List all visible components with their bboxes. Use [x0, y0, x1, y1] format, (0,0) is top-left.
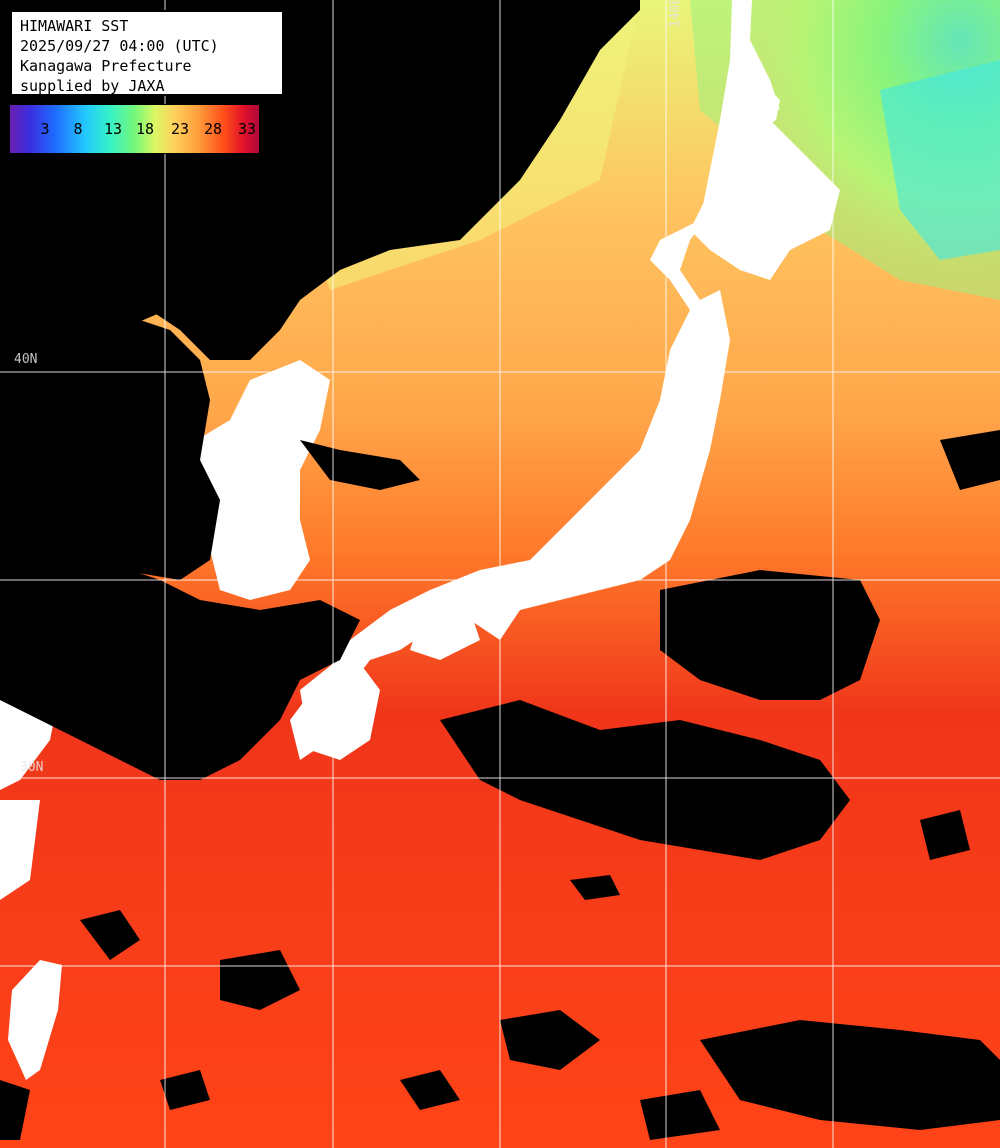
lat-40-label: 40N [14, 352, 38, 367]
product-title: HIMAWARI SST [20, 17, 129, 35]
legend-tick: 18 [135, 120, 155, 138]
observation-datetime: 2025/09/27 04:00 (UTC) [20, 37, 219, 55]
legend-tick: 3 [40, 120, 50, 138]
data-credit: supplied by JAXA [20, 77, 165, 95]
legend-colorbar: 3 8 13 18 23 28 33 [9, 104, 260, 154]
legend-tick: 28 [203, 120, 223, 138]
korea-land [180, 360, 330, 600]
legend-tick: 8 [73, 120, 83, 138]
info-box: HIMAWARI SST 2025/09/27 04:00 (UTC) Kana… [10, 10, 284, 96]
legend-tick: 13 [103, 120, 123, 138]
taiwan-land [8, 960, 62, 1080]
cold-water [880, 60, 1000, 260]
legend-tick: 23 [170, 120, 190, 138]
region-name: Kanagawa Prefecture [20, 57, 192, 75]
legend-tick: 33 [237, 120, 257, 138]
lon-140-label: 140E [668, 0, 683, 28]
lat-30-label: 30N [20, 760, 44, 775]
hokkaido-land [690, 110, 840, 280]
cloud-cover [0, 125, 1000, 1140]
